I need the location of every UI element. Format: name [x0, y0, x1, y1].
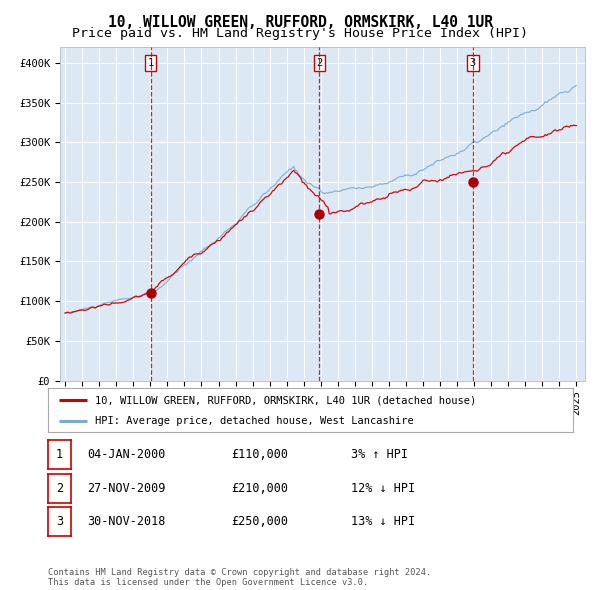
- Text: £250,000: £250,000: [231, 515, 288, 529]
- Text: 04-JAN-2000: 04-JAN-2000: [87, 448, 166, 461]
- Text: 2: 2: [56, 481, 63, 495]
- Text: £110,000: £110,000: [231, 448, 288, 461]
- Text: 1: 1: [56, 448, 63, 461]
- Text: 10, WILLOW GREEN, RUFFORD, ORMSKIRK, L40 1UR (detached house): 10, WILLOW GREEN, RUFFORD, ORMSKIRK, L40…: [95, 395, 476, 405]
- Text: 1: 1: [148, 58, 154, 68]
- Text: 12% ↓ HPI: 12% ↓ HPI: [351, 481, 415, 495]
- Text: Contains HM Land Registry data © Crown copyright and database right 2024.
This d: Contains HM Land Registry data © Crown c…: [48, 568, 431, 587]
- Text: Price paid vs. HM Land Registry's House Price Index (HPI): Price paid vs. HM Land Registry's House …: [72, 27, 528, 40]
- Text: £210,000: £210,000: [231, 481, 288, 495]
- Text: 27-NOV-2009: 27-NOV-2009: [87, 481, 166, 495]
- Text: 30-NOV-2018: 30-NOV-2018: [87, 515, 166, 529]
- Text: 3: 3: [56, 515, 63, 529]
- Text: 3: 3: [470, 58, 476, 68]
- Text: 10, WILLOW GREEN, RUFFORD, ORMSKIRK, L40 1UR: 10, WILLOW GREEN, RUFFORD, ORMSKIRK, L40…: [107, 15, 493, 30]
- Text: 3% ↑ HPI: 3% ↑ HPI: [351, 448, 408, 461]
- Text: 2: 2: [316, 58, 322, 68]
- Text: 13% ↓ HPI: 13% ↓ HPI: [351, 515, 415, 529]
- Text: HPI: Average price, detached house, West Lancashire: HPI: Average price, detached house, West…: [95, 416, 414, 426]
